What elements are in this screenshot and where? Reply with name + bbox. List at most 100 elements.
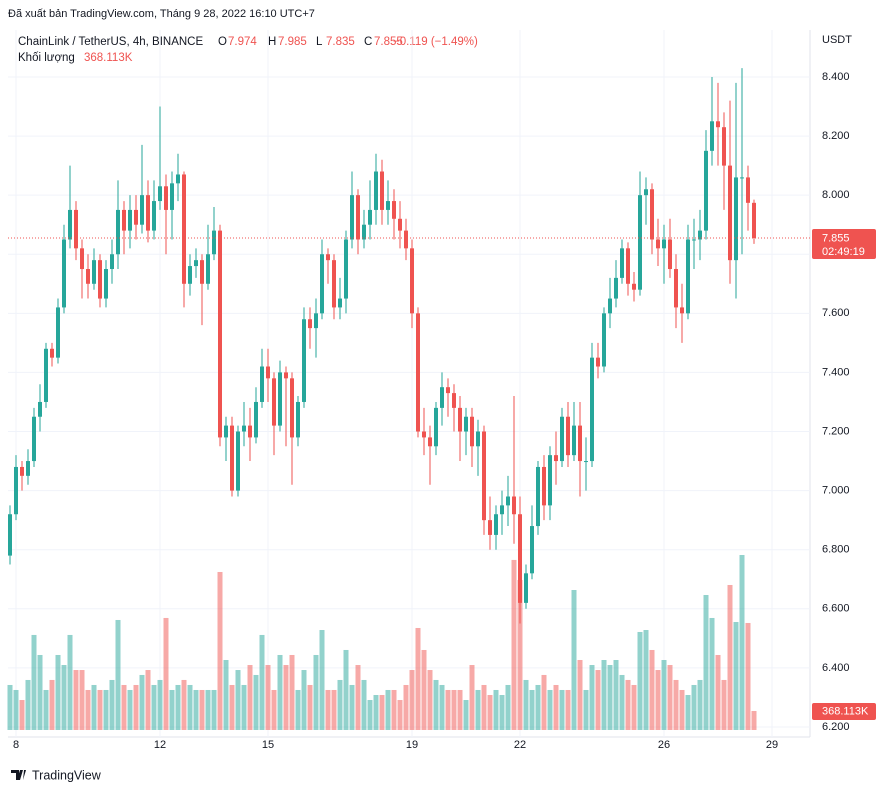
volume-bar bbox=[619, 674, 625, 730]
candle-body bbox=[380, 171, 384, 210]
candle-body bbox=[512, 496, 516, 515]
volume-bar bbox=[259, 634, 265, 730]
candle-body bbox=[632, 283, 636, 290]
volume-bar bbox=[721, 679, 727, 730]
candle-body bbox=[608, 298, 612, 314]
volume-bar bbox=[421, 649, 427, 730]
y-tick-label: 6.600 bbox=[822, 603, 850, 615]
y-tick-label: 6.400 bbox=[822, 662, 850, 674]
candle-body bbox=[452, 393, 456, 408]
volume-bar bbox=[31, 634, 37, 730]
volume-bar bbox=[691, 684, 697, 730]
candle-body bbox=[686, 239, 690, 314]
candle-body bbox=[182, 174, 186, 284]
x-tick-label: 19 bbox=[406, 739, 418, 751]
volume-bar bbox=[643, 630, 649, 730]
volume-bar bbox=[235, 670, 241, 730]
candle-body bbox=[158, 186, 162, 202]
candle-body bbox=[374, 171, 378, 210]
volume-bar bbox=[289, 654, 295, 730]
volume-bar bbox=[271, 689, 277, 730]
candle-body bbox=[350, 195, 354, 240]
candle-body bbox=[104, 269, 108, 299]
volume-bar bbox=[241, 684, 247, 730]
volume-bar bbox=[463, 700, 469, 730]
candle-body bbox=[614, 277, 618, 299]
candle-body bbox=[428, 437, 432, 447]
volume-axis-label: 368.113K bbox=[822, 705, 869, 717]
volume-bar bbox=[331, 689, 337, 730]
volume-bar bbox=[637, 631, 643, 730]
price-label: 7.855 bbox=[822, 232, 850, 244]
volume-bar bbox=[19, 700, 25, 730]
volume-bar bbox=[667, 665, 673, 730]
volume-bar bbox=[379, 695, 385, 730]
volume-bar bbox=[343, 649, 349, 730]
candle-body bbox=[314, 313, 318, 329]
change-value: −0.119 (−1.49%) bbox=[393, 36, 478, 48]
candle-body bbox=[584, 461, 588, 463]
candle-body bbox=[746, 177, 750, 203]
candle-body bbox=[20, 466, 24, 476]
volume-bar bbox=[715, 654, 721, 730]
candle-body bbox=[290, 378, 294, 438]
volume-bar bbox=[733, 622, 739, 730]
volume-bar bbox=[175, 684, 181, 730]
volume-bar bbox=[49, 679, 55, 730]
volume-bar bbox=[739, 555, 745, 730]
ohlc-letter: O bbox=[218, 36, 227, 48]
volume-bar bbox=[325, 689, 331, 730]
volume-bar bbox=[211, 689, 217, 730]
ohlc-letter: C bbox=[364, 36, 372, 48]
price-label-box bbox=[812, 228, 876, 259]
candle-body bbox=[320, 254, 324, 314]
published-note: Đã xuất bản TradingView.com, Tháng 9 28,… bbox=[8, 8, 315, 20]
volume-bar bbox=[247, 665, 253, 730]
candle-body bbox=[56, 307, 60, 358]
volume-bar bbox=[337, 679, 343, 730]
volume-bar bbox=[445, 689, 451, 730]
volume-bar bbox=[199, 689, 205, 730]
candle-body bbox=[68, 209, 72, 240]
candle-body bbox=[542, 466, 546, 506]
x-tick-label: 15 bbox=[262, 739, 274, 751]
candle-body bbox=[644, 189, 648, 196]
volume-bar bbox=[529, 689, 535, 730]
candle-body bbox=[218, 230, 222, 438]
volume-bar bbox=[217, 571, 223, 730]
volume-bar bbox=[265, 665, 271, 730]
brand-name: TradingView bbox=[32, 768, 102, 782]
candle-body bbox=[440, 387, 444, 408]
candle-body bbox=[248, 425, 252, 438]
candle-body bbox=[554, 455, 558, 462]
volume-bar bbox=[157, 679, 163, 730]
candle-body bbox=[284, 372, 288, 379]
candle-body bbox=[518, 514, 522, 603]
volume-bar bbox=[535, 684, 541, 730]
candle-body bbox=[110, 254, 114, 270]
candle-body bbox=[650, 189, 654, 240]
volume-bar bbox=[355, 665, 361, 730]
volume-bar bbox=[97, 689, 103, 730]
candle-body bbox=[488, 520, 492, 535]
ohlc-letter: H bbox=[268, 36, 276, 48]
candle-body bbox=[470, 416, 474, 447]
volume-bar bbox=[415, 627, 421, 730]
volume-bar bbox=[607, 665, 613, 730]
x-tick-label: 29 bbox=[766, 739, 778, 751]
candle-body bbox=[14, 466, 18, 515]
candle-body bbox=[260, 366, 264, 402]
candle-body bbox=[626, 248, 630, 284]
candle-body bbox=[86, 269, 90, 284]
volume-bar bbox=[103, 689, 109, 730]
candle-body bbox=[716, 121, 720, 128]
volume-bar bbox=[127, 689, 133, 730]
volume-bar bbox=[493, 689, 499, 730]
volume-bar bbox=[517, 579, 523, 730]
candle-body bbox=[662, 239, 666, 249]
candle-body bbox=[368, 209, 372, 225]
volume-bar bbox=[79, 670, 85, 730]
volume-bar bbox=[649, 649, 655, 730]
